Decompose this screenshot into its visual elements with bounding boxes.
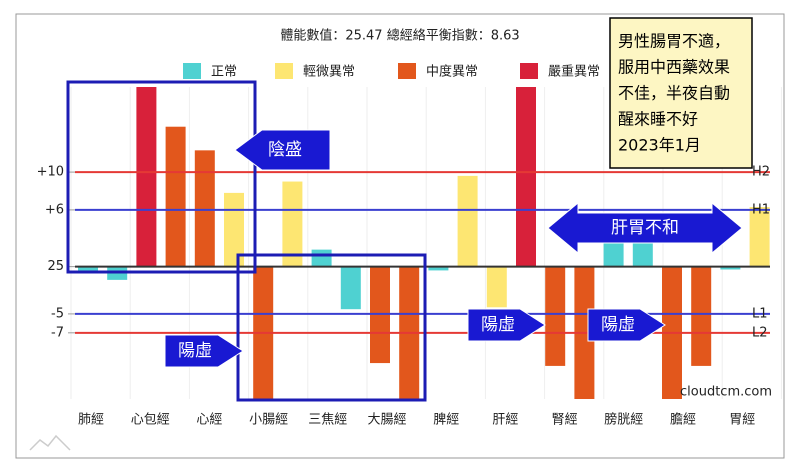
bar — [78, 266, 98, 272]
x-tick-label: 膽經 — [670, 413, 696, 428]
arrow — [164, 334, 244, 368]
legend-label: 中度異常 — [426, 64, 478, 80]
reference-label: L2 — [752, 325, 768, 340]
arrow-label: 陽虛 — [481, 315, 515, 335]
x-tick-label: 腎經 — [552, 413, 578, 428]
x-tick-label: 肺經 — [78, 413, 104, 428]
x-tick-label: 三焦經 — [308, 413, 347, 428]
arrow — [467, 308, 546, 342]
note-line: 服用中西藥效果 — [618, 58, 730, 77]
legend-label: 輕微異常 — [303, 65, 355, 80]
note-line: 不佳，半夜自動 — [618, 84, 730, 103]
x-tick-label: 心包經 — [131, 413, 170, 428]
chart-title: 體能數值：25.47 總經絡平衡指數：8.63 — [280, 28, 519, 44]
bar — [486, 266, 507, 308]
bar — [632, 243, 653, 267]
bar — [282, 181, 303, 267]
bar — [224, 192, 244, 267]
bar — [340, 266, 361, 310]
bar — [691, 266, 712, 366]
legend-swatch — [520, 63, 538, 79]
highlight-box — [236, 253, 427, 402]
highlight-box — [66, 80, 257, 274]
arrow — [587, 308, 666, 342]
y-tick-label: -7 — [51, 325, 64, 340]
x-tick-label: 胃經 — [729, 413, 755, 428]
x-tick-label: 大腸經 — [367, 413, 406, 428]
reference-label: H1 — [752, 202, 770, 217]
bar — [749, 207, 770, 267]
legend-swatch — [275, 63, 293, 79]
legend-label: 嚴重異常 — [548, 64, 600, 80]
logo — [29, 434, 71, 451]
arrow-label: 陽虛 — [601, 315, 635, 335]
y-tick-label: +10 — [37, 165, 64, 180]
y-tick-label: -5 — [51, 306, 64, 321]
bar — [545, 266, 566, 366]
x-tick-label: 小腸經 — [249, 413, 288, 428]
legend-swatch — [398, 63, 416, 79]
note-line: 醒來睡不好 — [618, 110, 698, 129]
x-tick-label: 肝經 — [492, 413, 518, 428]
bar — [516, 87, 536, 267]
legend-swatch — [183, 63, 201, 79]
arrow-label: 陰盛 — [268, 140, 302, 160]
legend-label: 正常 — [211, 65, 237, 80]
note-line: 2023年1月 — [618, 136, 701, 155]
bar — [603, 243, 624, 267]
reference-label: L1 — [752, 306, 768, 321]
bar — [136, 87, 157, 267]
reference-label: H2 — [752, 165, 770, 180]
x-tick-label: 膀胱經 — [604, 412, 643, 428]
bar — [165, 126, 186, 267]
bar — [428, 266, 449, 271]
y-tick-label: 25 — [47, 259, 64, 274]
note-line: 男性腸胃不適， — [618, 32, 730, 51]
bar — [720, 266, 741, 270]
arrow — [234, 129, 331, 171]
y-tick-label: +6 — [45, 202, 64, 217]
arrow-label: 陽虛 — [178, 341, 212, 361]
note-box — [609, 17, 753, 169]
x-tick-label: 心經 — [196, 413, 222, 428]
x-tick-label: 脾經 — [433, 413, 459, 428]
bar — [311, 249, 332, 267]
arrow-label: 肝胃不和 — [611, 218, 679, 238]
watermark: cloudtcm.com — [680, 385, 772, 400]
bar — [194, 150, 215, 267]
arrow — [547, 201, 743, 255]
bar — [457, 175, 478, 267]
